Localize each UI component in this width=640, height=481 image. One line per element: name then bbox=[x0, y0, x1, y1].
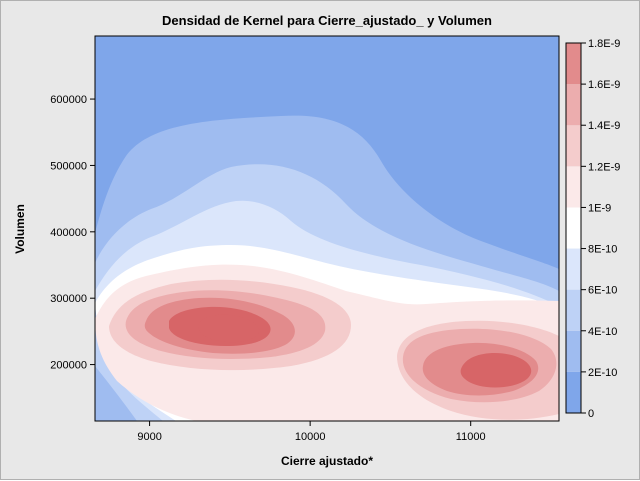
color-legend-swatch bbox=[566, 289, 581, 331]
color-legend-swatch bbox=[566, 84, 581, 126]
color-legend-label: 4E-10 bbox=[588, 326, 617, 338]
color-legend-swatch bbox=[566, 166, 581, 208]
color-legend-swatch bbox=[566, 207, 581, 249]
y-tick-label: 600000 bbox=[50, 94, 87, 106]
y-axis: 200000 300000 400000 500000 600000 bbox=[50, 94, 95, 372]
color-legend-swatch bbox=[566, 248, 581, 290]
color-legend-label: 1.2E-9 bbox=[588, 161, 620, 173]
y-tick-label: 300000 bbox=[50, 293, 87, 305]
color-legend-swatch bbox=[566, 330, 581, 372]
x-tick-label: 11000 bbox=[456, 431, 486, 443]
color-legend-label: 2E-10 bbox=[588, 367, 617, 379]
color-legend-border bbox=[565, 42, 582, 414]
y-tick-label: 200000 bbox=[50, 360, 87, 372]
density-contours bbox=[95, 115, 559, 421]
plot-border bbox=[94, 35, 560, 422]
y-tick-label: 500000 bbox=[50, 160, 87, 172]
color-legend-label: 1.4E-9 bbox=[588, 120, 620, 132]
x-tick-label: 9000 bbox=[137, 431, 161, 443]
color-legend-label: 6E-10 bbox=[588, 285, 617, 297]
color-legend-label: 8E-10 bbox=[588, 244, 617, 256]
density-contour-band bbox=[460, 353, 532, 388]
color-legend-label: 1.6E-9 bbox=[588, 79, 620, 91]
density-contour-band bbox=[198, 314, 260, 343]
x-tick-label: 10000 bbox=[295, 431, 326, 443]
color-legend-label: 1E-9 bbox=[588, 202, 611, 214]
color-legend-label: 1.8E-9 bbox=[588, 38, 620, 50]
y-axis-label: Volumen bbox=[13, 204, 27, 254]
color-legend-swatch bbox=[566, 125, 581, 167]
x-axis-label: Cierre ajustado* bbox=[281, 454, 373, 468]
color-legend-swatch bbox=[566, 43, 581, 85]
y-tick-label: 400000 bbox=[50, 227, 87, 239]
color-legend: 0 2E-10 4E-10 6E-10 8E-10 1E-9 1.2E-9 1.4E-9 1.6… bbox=[565, 38, 620, 420]
color-legend-label: 0 bbox=[588, 408, 594, 420]
chart-title: Densidad de Kernel para Cierre_ajustado_… bbox=[162, 13, 492, 28]
x-axis: 9000 10000 11000 bbox=[137, 421, 486, 443]
color-legend-swatch bbox=[566, 371, 581, 413]
